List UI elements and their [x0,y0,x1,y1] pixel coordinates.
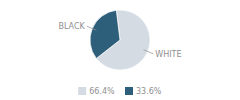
pie-slice [90,10,120,58]
leader-line [87,26,97,30]
leader-line [144,50,154,54]
legend-label: 66.4% [89,87,115,96]
legend-swatch [78,87,86,95]
annotations: WHITE BLACK [58,22,181,59]
legend-item: 33.6% [125,87,162,96]
legend: 66.4% 33.6% [78,87,162,96]
pie [90,10,150,70]
legend-item: 66.4% [78,87,115,96]
legend-label: 33.6% [136,87,162,96]
legend-swatch [125,87,133,95]
slice-label: BLACK [58,22,85,31]
chart: WHITE BLACK 66.4% 33.6% [0,0,240,100]
slice-label: WHITE [155,50,181,59]
